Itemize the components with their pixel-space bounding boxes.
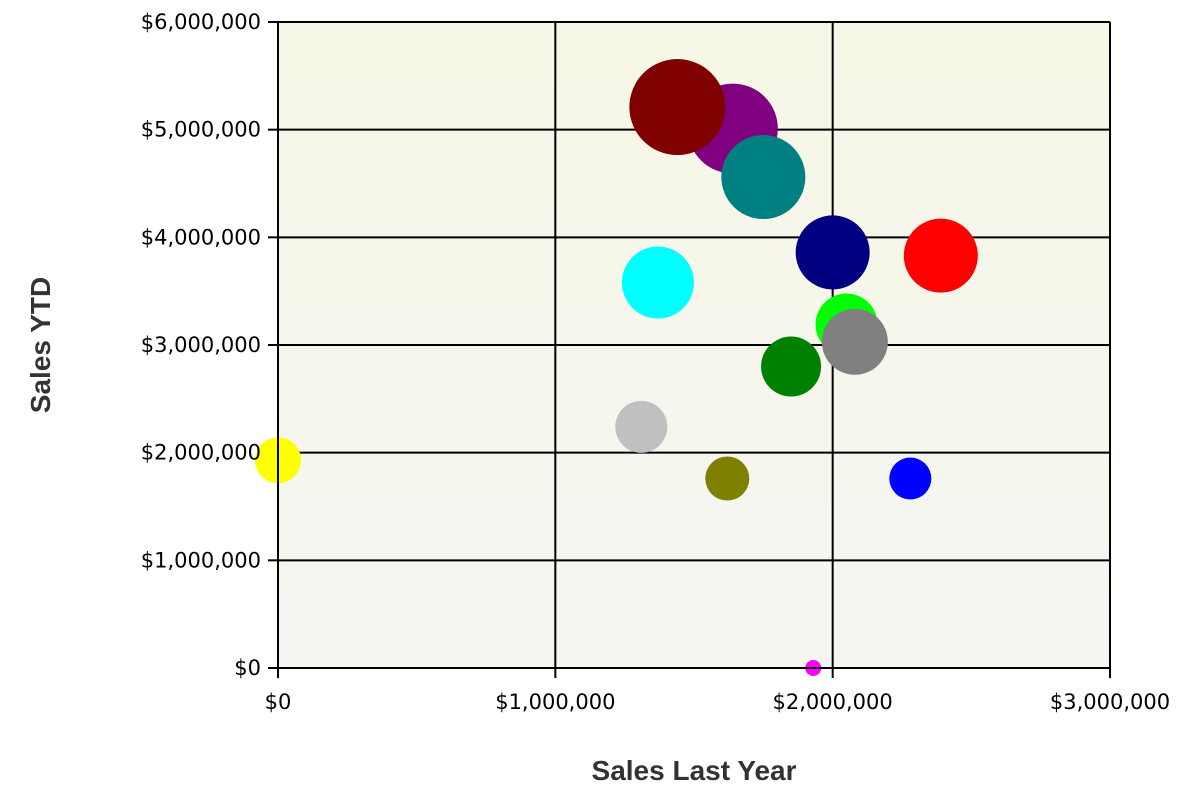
bubbles xyxy=(255,59,978,676)
bubble xyxy=(821,308,888,375)
y-tick-label: $1,000,000 xyxy=(141,548,261,572)
bubble xyxy=(621,246,694,319)
y-tick-label: $2,000,000 xyxy=(141,441,261,465)
x-tick-label: $3,000,000 xyxy=(1050,690,1170,714)
x-tick-label: $1,000,000 xyxy=(495,690,615,714)
x-tick-labels: $0 $1,000,000 $2,000,000 $3,000,000 xyxy=(265,690,1170,714)
y-tick-labels: $0 $1,000,000 $2,000,000 $3,000,000 $4,000,0… xyxy=(141,10,261,680)
bubble xyxy=(629,59,726,156)
y-tick-label: $4,000,000 xyxy=(141,225,261,249)
y-tick-label: $6,000,000 xyxy=(141,10,261,34)
bubble xyxy=(721,135,806,220)
y-axis-title: Sales YTD xyxy=(25,277,56,413)
bubble xyxy=(903,218,978,293)
bubble xyxy=(615,400,668,453)
axes xyxy=(277,22,1111,669)
x-axis-title: Sales Last Year xyxy=(592,755,797,786)
bubble xyxy=(705,456,750,501)
bubble xyxy=(889,457,932,500)
x-tick-label: $0 xyxy=(265,690,292,714)
x-tick-label: $2,000,000 xyxy=(773,690,893,714)
bubble xyxy=(795,215,870,290)
y-tick-label: $3,000,000 xyxy=(141,333,261,357)
y-tick-label: $0 xyxy=(234,656,261,680)
bubble xyxy=(761,336,822,397)
y-tick-label: $5,000,000 xyxy=(141,118,261,142)
